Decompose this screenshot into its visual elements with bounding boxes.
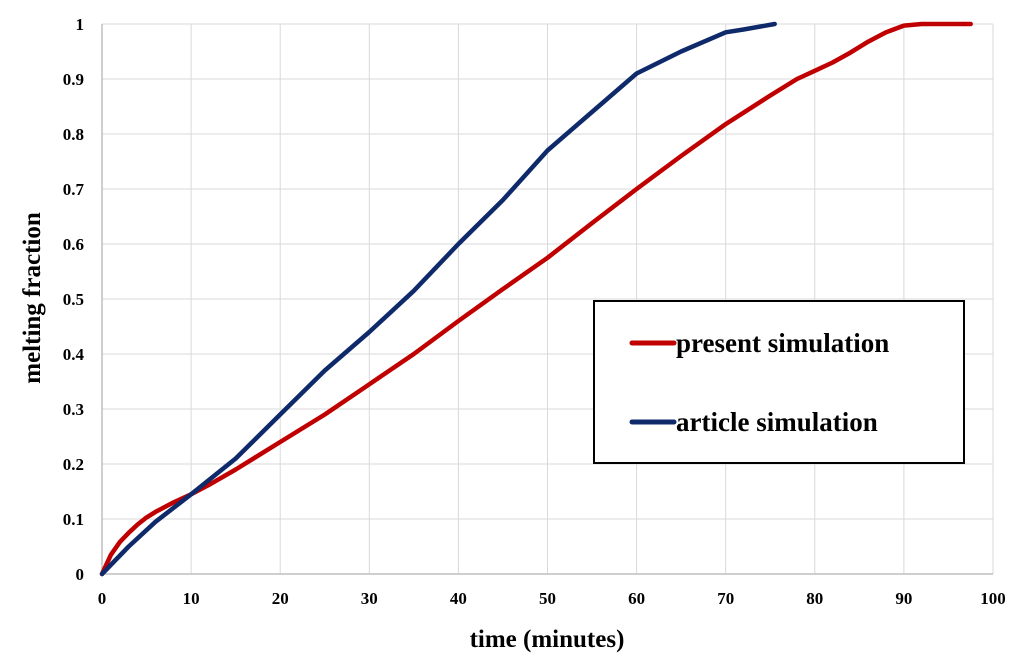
y-tick-label: 0.9 xyxy=(63,70,84,89)
gridlines xyxy=(101,23,994,575)
y-tick-label: 0.4 xyxy=(63,345,85,364)
y-tick-label: 0.3 xyxy=(63,400,84,419)
series-line-present-simulation xyxy=(99,21,973,577)
x-tick-label: 40 xyxy=(450,589,467,608)
x-tick-label: 0 xyxy=(98,589,107,608)
series-line-article-simulation xyxy=(99,21,777,577)
y-axis-title: melting fraction xyxy=(19,212,46,384)
x-tick-labels: 0 10 20 30 40 50 60 70 80 90 100 xyxy=(98,589,1006,608)
y-tick-label: 0.2 xyxy=(63,455,84,474)
x-tick-label: 50 xyxy=(539,589,556,608)
y-tick-labels: 0 0.1 0.2 0.3 0.4 0.5 0.6 0.7 0.8 0.9 1 xyxy=(63,15,85,584)
x-tick-label: 30 xyxy=(361,589,378,608)
legend-label-article-simulation: article simulation xyxy=(676,407,878,437)
y-tick-label: 0.1 xyxy=(63,510,84,529)
series-lines xyxy=(99,21,973,577)
x-tick-label: 20 xyxy=(272,589,289,608)
x-tick-label: 100 xyxy=(980,589,1006,608)
y-tick-label: 1 xyxy=(76,15,85,34)
legend-box xyxy=(593,300,965,464)
y-tick-label: 0.7 xyxy=(63,180,85,199)
x-tick-label: 90 xyxy=(895,589,912,608)
x-tick-label: 80 xyxy=(806,589,823,608)
y-tick-label: 0.8 xyxy=(63,125,84,144)
x-tick-label: 10 xyxy=(183,589,200,608)
y-tick-label: 0.6 xyxy=(63,235,84,254)
y-tick-label: 0 xyxy=(76,565,85,584)
y-tick-label: 0.5 xyxy=(63,290,84,309)
legend: present simulation article simulation xyxy=(593,300,965,464)
x-tick-label: 60 xyxy=(628,589,645,608)
legend-label-present-simulation: present simulation xyxy=(676,328,889,358)
x-tick-label: 70 xyxy=(717,589,734,608)
x-axis-title: time (minutes) xyxy=(470,626,625,653)
